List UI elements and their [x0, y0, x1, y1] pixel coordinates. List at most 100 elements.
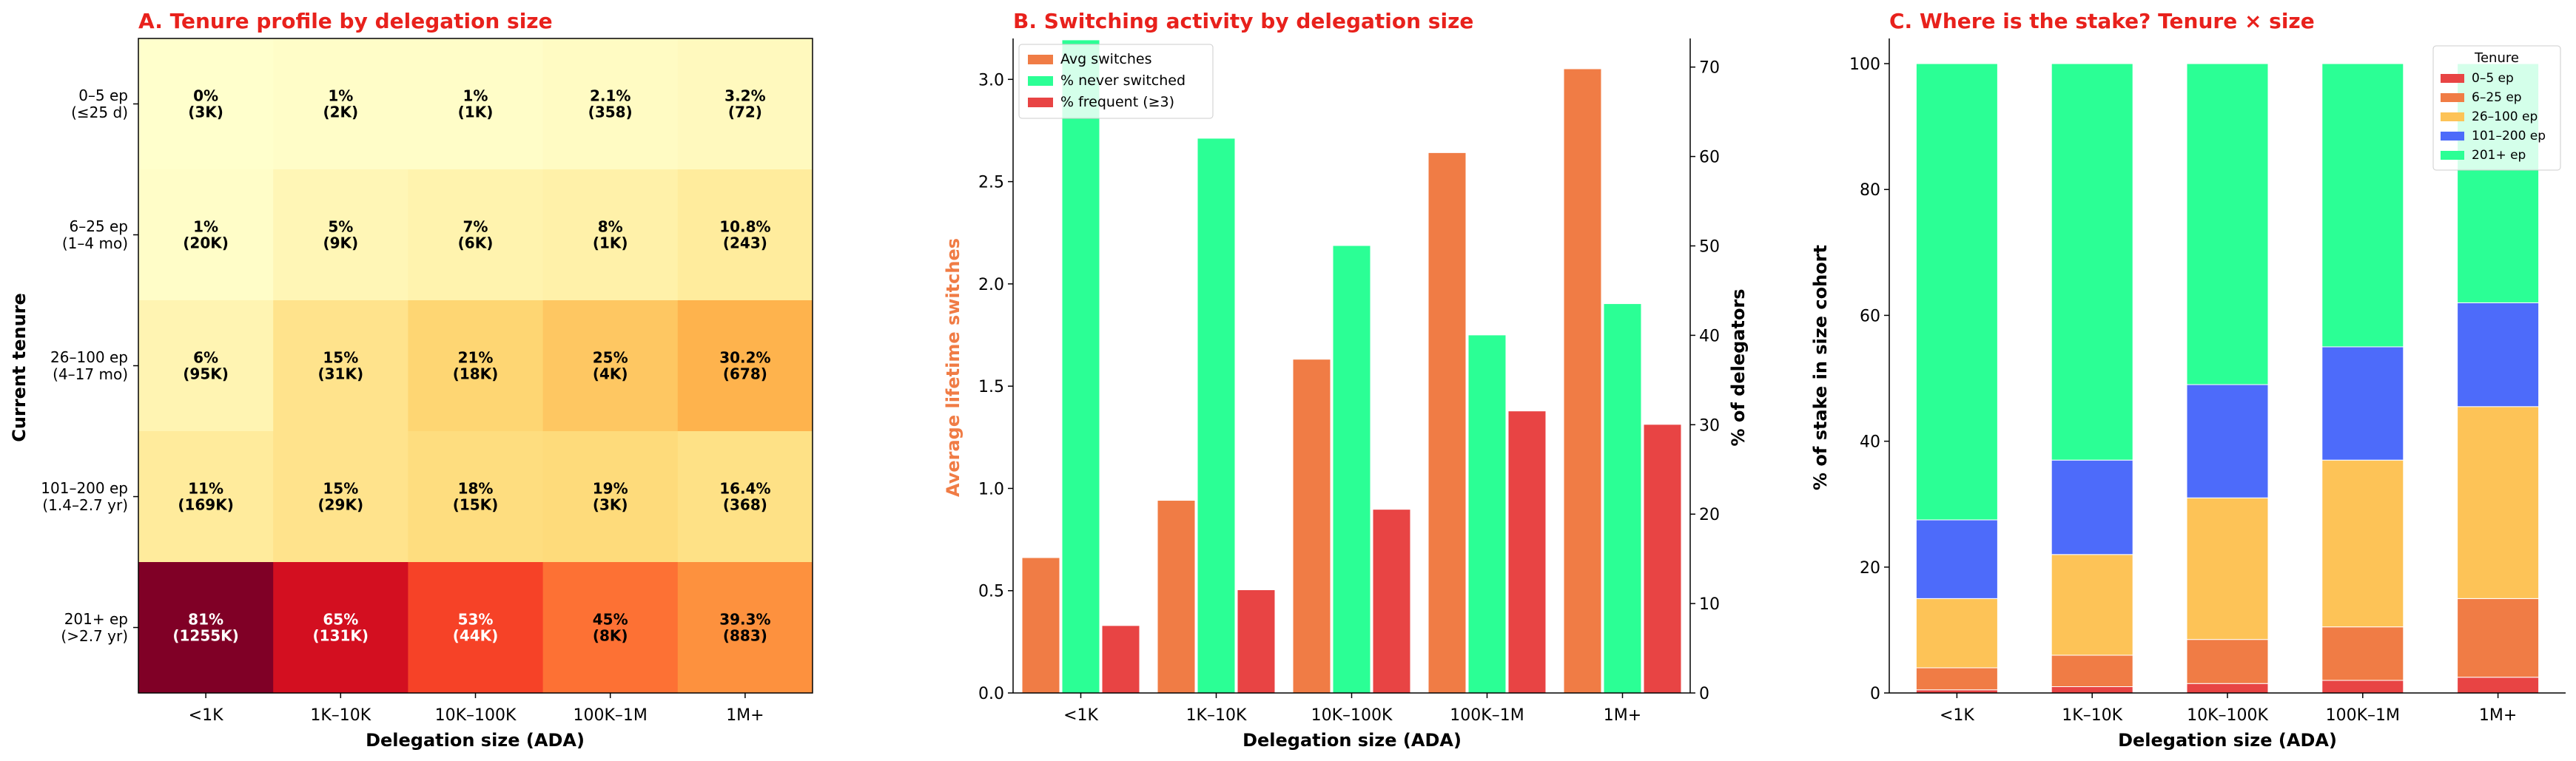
y-tick-label: 0–5 ep (≤25 d) — [71, 87, 128, 121]
y-tick-label: 3.0 — [978, 71, 1004, 89]
legend-swatch — [2441, 74, 2464, 83]
cell-label-line: 10.8% — [719, 218, 770, 236]
y-tick-label-line: 0–5 ep — [78, 87, 128, 104]
heatmap-cell — [273, 169, 408, 301]
cell-label-line: (72) — [728, 104, 762, 121]
bar — [1022, 558, 1060, 693]
switching-axes: 0.0 0.5 1.0 1.5 2.0 2.5 3.0 0 10 20 30 40 50 60 70 <1K 1… — [978, 38, 1720, 725]
cell-label-line: 7% — [463, 218, 488, 236]
stacked-segment — [1915, 519, 1998, 599]
y-tick-label: 100 — [1849, 55, 1880, 74]
stacked-segment — [1915, 667, 1998, 691]
stacked-segment — [2186, 497, 2269, 640]
y-tick-label-line: 101–200 ep — [41, 479, 128, 497]
cell-label-line: 5% — [328, 218, 353, 236]
x-tick-label: <1K — [189, 706, 223, 725]
heatmap-cell — [273, 562, 408, 694]
stacked-segment — [2186, 384, 2269, 498]
heatmap-cell — [542, 38, 679, 170]
heatmap-cell — [273, 431, 408, 563]
cell-label: 39.3% (883) — [719, 611, 770, 645]
legend-swatch — [2441, 112, 2464, 121]
y-tick-label: 1.5 — [978, 378, 1004, 396]
heatmap-cells: 0% (3K)1% (2K)1% (1K)2.1% (358)3.2% (72)1% (20… — [138, 38, 813, 694]
cell-label-line: (95K) — [183, 365, 229, 383]
y-axis-label: Average lifetime switches — [943, 238, 964, 497]
y-tick-label-line: (>2.7 yr) — [61, 627, 128, 645]
cell-label-line: 30.2% — [719, 349, 770, 367]
legend-swatch — [2441, 93, 2464, 102]
legend-label: 6–25 ep — [2472, 90, 2522, 105]
cell-label-line: (243) — [723, 234, 767, 252]
cell-label-line: (678) — [723, 365, 767, 383]
heatmap-cell — [542, 562, 679, 694]
bar — [1062, 40, 1100, 694]
cell-label-line: (2K) — [323, 104, 358, 121]
cell-label-line: (883) — [723, 627, 767, 645]
x-tick-label: 1M+ — [1604, 706, 1641, 725]
legend: Avg switches % never switched % frequent (… — [1018, 44, 1214, 119]
legend-swatch — [2441, 132, 2464, 141]
cell-label: 53% (44K) — [453, 611, 499, 645]
y2-tick-label: 20 — [1699, 506, 1720, 524]
cell-label-line: (4K) — [593, 365, 628, 383]
cell-label-line: (44K) — [453, 627, 499, 645]
chart-title: B. Switching activity by delegation size — [1013, 9, 1473, 33]
switching-bars — [1022, 40, 1681, 694]
stacked-segment — [2051, 554, 2133, 656]
cell-label-line: 3.2% — [724, 87, 765, 105]
y-tick-label: 80 — [1860, 181, 1880, 200]
cell-label-line: (6K) — [458, 234, 494, 252]
stacked-segment — [2457, 406, 2540, 599]
cell-label-line: 65% — [323, 611, 358, 629]
y-tick-label-line: 6–25 ep — [69, 217, 128, 235]
x-tick-label: 10K–100K — [2187, 706, 2268, 725]
legend-label: % never switched — [1060, 72, 1186, 89]
heatmap-cell — [138, 562, 274, 694]
y-tick-label: 0 — [1870, 685, 1880, 703]
cell-label: 7% (6K) — [458, 218, 494, 252]
x-tick-label: 1K–10K — [1186, 706, 1247, 725]
y-tick-label: 201+ ep (>2.7 yr) — [61, 610, 128, 645]
stacked-segment — [2457, 677, 2540, 694]
switching-bar-panel: B. Switching activity by delegation size… — [943, 9, 1749, 751]
y-tick-label: 2.0 — [978, 276, 1004, 294]
cell-label: 0% (3K) — [188, 87, 223, 121]
y-tick-label: 2.5 — [978, 174, 1004, 192]
cell-label-line: (31K) — [317, 365, 363, 383]
heatmap-cell — [273, 38, 408, 170]
heatmap-cell — [273, 300, 408, 432]
cell-label-line: (3K) — [593, 496, 628, 514]
cell-label: 45% (8K) — [593, 611, 628, 645]
heatmap-cell — [408, 38, 544, 170]
stacked-segment — [2321, 346, 2404, 461]
heatmap-cell — [677, 300, 813, 432]
y-axis-label: Current tenure — [9, 293, 30, 442]
y-tick-label: 6–25 ep (1–4 mo) — [62, 217, 128, 252]
x-tick-label: 10K–100K — [1311, 706, 1393, 725]
cell-label: 21% (18K) — [453, 349, 499, 383]
cell-label-line: (9K) — [323, 234, 358, 252]
stake-stacked-panel: C. Where is the stake? Tenure × size 0 20… — [1810, 9, 2566, 751]
x-tick-label: <1K — [1063, 706, 1098, 725]
y-tick-label-line: 26–100 ep — [50, 348, 128, 366]
y2-tick-label: 50 — [1699, 237, 1720, 256]
legend-label: 0–5 ep — [2472, 71, 2514, 86]
x-tick-label: 100K–1M — [573, 706, 647, 725]
y-tick-label-line: (1.4–2.7 yr) — [42, 496, 128, 514]
cell-label-line: 81% — [188, 611, 223, 629]
cell-label: 25% (4K) — [593, 349, 628, 383]
heatmap-cell — [408, 431, 544, 563]
cell-label: 8% (1K) — [593, 218, 628, 252]
cell-label: 81% (1255K) — [172, 611, 238, 645]
cell-label-line: (15K) — [453, 496, 499, 514]
cell-label-line: 19% — [593, 480, 628, 498]
legend-swatch — [2441, 151, 2464, 160]
y-tick-label: 101–200 ep (1.4–2.7 yr) — [41, 479, 128, 514]
stacked-segment — [2051, 655, 2133, 687]
bar — [1237, 589, 1275, 693]
legend-label: 201+ ep — [2472, 148, 2526, 163]
cell-label-line: (131K) — [313, 627, 369, 645]
cell-label-line: (29K) — [317, 496, 363, 514]
y-tick-label: 20 — [1860, 559, 1880, 578]
